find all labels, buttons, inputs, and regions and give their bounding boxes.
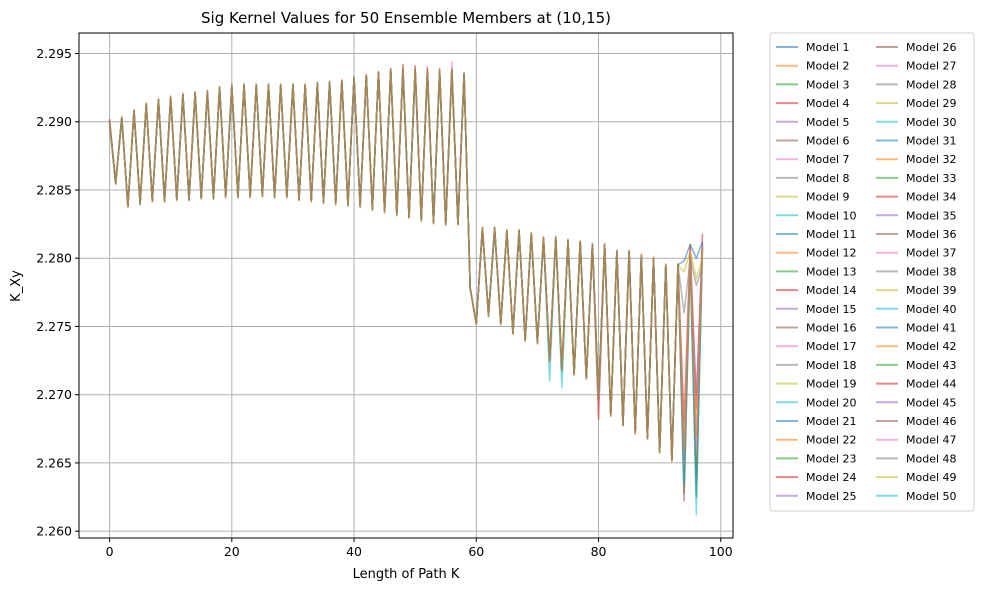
grid-lines <box>79 33 733 538</box>
legend-label: Model 37 <box>906 247 957 260</box>
legend-label: Model 45 <box>906 396 957 409</box>
legend-label: Model 8 <box>806 172 850 185</box>
legend-label: Model 21 <box>806 415 857 428</box>
legend-label: Model 17 <box>806 340 857 353</box>
legend-label: Model 3 <box>806 78 850 91</box>
legend-label: Model 12 <box>806 247 857 260</box>
legend-label: Model 13 <box>806 265 857 278</box>
legend-label: Model 18 <box>806 359 857 372</box>
legend-label: Model 6 <box>806 135 850 148</box>
x-tick-label: 80 <box>591 544 607 559</box>
legend-label: Model 28 <box>906 78 957 91</box>
x-tick-label: 60 <box>468 544 484 559</box>
legend-label: Model 35 <box>906 209 957 222</box>
y-tick-label: 2.285 <box>36 182 72 197</box>
plot-frame <box>78 32 734 539</box>
legend-label: Model 15 <box>806 303 857 316</box>
y-tick-label: 2.260 <box>36 524 72 539</box>
legend-label: Model 32 <box>906 153 957 166</box>
legend-label: Model 36 <box>906 228 957 241</box>
legend-label: Model 11 <box>806 228 857 241</box>
legend-label: Model 16 <box>806 322 857 335</box>
legend-label: Model 26 <box>906 41 957 54</box>
legend-label: Model 7 <box>806 153 850 166</box>
chart-title: Sig Kernel Values for 50 Ensemble Member… <box>201 9 611 27</box>
legend-label: Model 46 <box>906 415 957 428</box>
series-line-model-4 <box>108 63 704 461</box>
legend-label: Model 30 <box>906 116 957 129</box>
legend-label: Model 23 <box>806 452 857 465</box>
x-tick-label: 0 <box>106 544 114 559</box>
legend-label: Model 25 <box>806 490 857 503</box>
x-axis: 0 20 40 60 80 100 <box>106 538 733 559</box>
legend-label: Model 5 <box>806 116 850 129</box>
legend-label: Model 47 <box>906 434 957 447</box>
x-axis-label: Length of Path K <box>353 567 460 582</box>
legend-label: Model 40 <box>906 303 957 316</box>
y-tick-label: 2.295 <box>36 46 72 61</box>
legend-label: Model 44 <box>906 378 957 391</box>
legend-label: Model 39 <box>906 284 957 297</box>
legend-label: Model 14 <box>806 284 857 297</box>
legend-label: Model 22 <box>806 434 857 447</box>
legend-label: Model 1 <box>806 41 850 54</box>
series-lines <box>108 60 704 516</box>
legend-label: Model 4 <box>806 97 850 110</box>
legend-label: Model 10 <box>806 209 857 222</box>
y-tick-label: 2.265 <box>36 455 72 470</box>
legend-label: Model 48 <box>906 452 957 465</box>
legend-label: Model 42 <box>906 340 957 353</box>
legend-label: Model 41 <box>906 322 957 335</box>
legend-label: Model 19 <box>806 378 857 391</box>
legend-label: Model 9 <box>806 191 850 204</box>
legend-label: Model 50 <box>906 490 957 503</box>
legend-label: Model 38 <box>906 265 957 278</box>
legend-box <box>769 32 975 512</box>
y-tick-label: 2.270 <box>36 387 72 402</box>
series-line-model-12 <box>108 69 704 461</box>
legend-label: Model 27 <box>906 60 957 73</box>
y-tick-label: 2.275 <box>36 319 72 334</box>
x-tick-label: 40 <box>346 544 362 559</box>
y-axis: 2.260 2.265 2.270 2.275 2.280 2.285 2.290 2.295 <box>36 46 79 539</box>
legend-label: Model 31 <box>906 135 957 148</box>
y-tick-label: 2.280 <box>36 251 72 266</box>
legend: Model 1 Model 2 Model 3 Model 4 Model 5 Model… <box>769 32 975 512</box>
legend-label: Model 2 <box>806 60 850 73</box>
legend-label: Model 29 <box>906 97 957 110</box>
y-tick-label: 2.290 <box>36 114 72 129</box>
legend-label: Model 34 <box>906 191 957 204</box>
legend-label: Model 20 <box>806 396 857 409</box>
legend-label: Model 49 <box>906 471 957 484</box>
x-tick-label: 100 <box>709 544 733 559</box>
legend-label: Model 33 <box>906 172 957 185</box>
legend-label: Model 43 <box>906 359 957 372</box>
x-tick-label: 20 <box>224 544 240 559</box>
y-axis-label: K_Xy <box>9 270 24 302</box>
legend-label: Model 24 <box>806 471 857 484</box>
